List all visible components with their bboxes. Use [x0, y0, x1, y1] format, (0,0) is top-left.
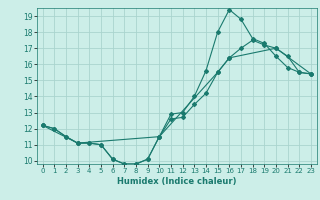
X-axis label: Humidex (Indice chaleur): Humidex (Indice chaleur) [117, 177, 236, 186]
